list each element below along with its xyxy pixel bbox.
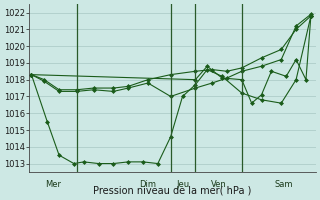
X-axis label: Pression niveau de la mer( hPa ): Pression niveau de la mer( hPa ) [93, 186, 252, 196]
Text: Dim: Dim [140, 180, 156, 189]
Text: Mer: Mer [45, 180, 61, 189]
Text: Jeu: Jeu [176, 180, 189, 189]
Text: Ven: Ven [211, 180, 227, 189]
Text: Sam: Sam [275, 180, 293, 189]
